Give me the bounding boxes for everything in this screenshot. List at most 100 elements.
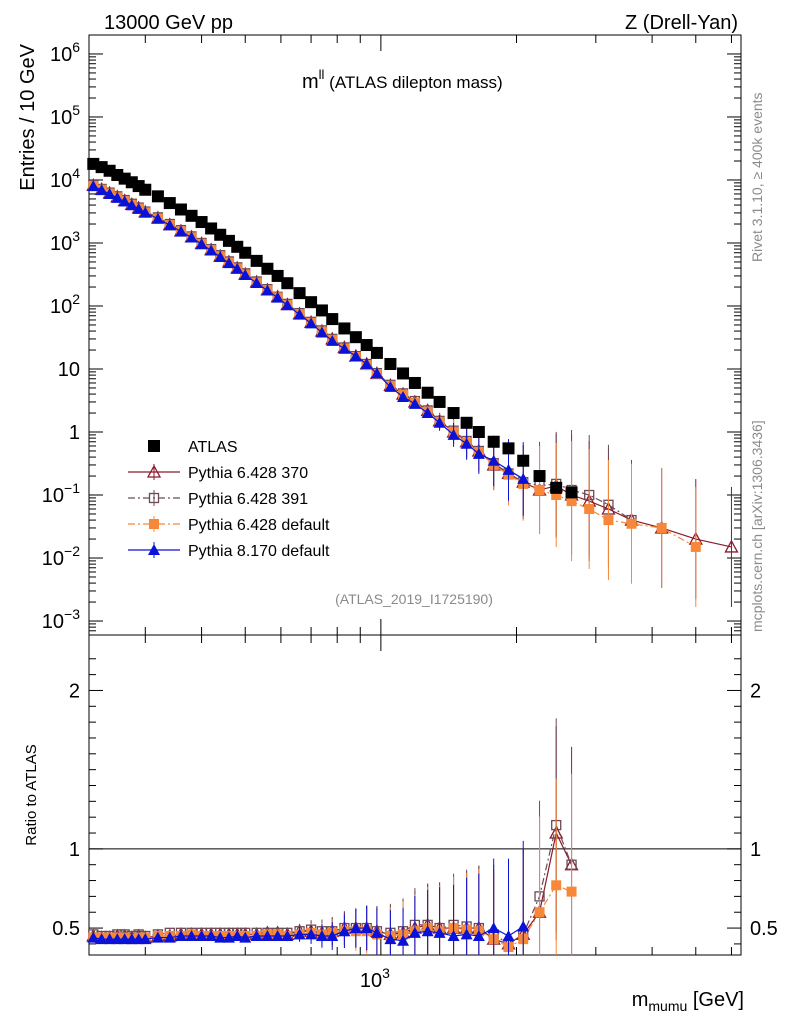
main-point [338,322,351,335]
ratio-point [281,929,294,941]
main-point [502,463,515,475]
main-point [315,304,328,317]
main-point [565,486,578,499]
main-series-4 [87,180,530,516]
ratio-point [551,880,562,891]
ratio-point [315,929,328,941]
ratio-point [103,933,116,945]
main-point [205,244,218,256]
main-point [239,269,252,281]
main-point [139,183,152,196]
main-series-line [93,184,632,521]
legend: ATLAS Pythia 6.428 370 Pythia 6.428 391 Pyt… [128,439,330,560]
main-series-1 [86,178,739,607]
ratio-point [95,933,108,945]
analysis-id: (ATLAS_2019_I1725190) [335,591,493,607]
ratio-point [195,929,208,941]
main-point [305,296,318,309]
ratio-point [502,929,515,941]
legend-marker [149,519,159,529]
ratio-point [566,886,577,897]
ratio-point [338,925,351,937]
main-point [487,435,500,448]
ratio-y-tick-label-right: 2 [750,680,761,702]
main-point [250,254,263,267]
main-point [174,225,187,237]
main-point [550,481,563,494]
main-point [185,231,198,243]
main-y-tick-label: 102 [50,291,80,318]
main-point [360,358,373,370]
ratio-point [151,931,164,943]
ratio-y-tick-label: 2 [69,680,80,702]
main-y-tick-label: 104 [50,165,80,192]
x-tick-label: 103 [360,965,390,992]
ratio-point [185,929,198,941]
ratio-point [87,931,100,943]
main-point [87,180,100,192]
ratio-point [261,929,274,941]
legend-label: Pythia 6.428 391 [188,491,308,508]
ratio-point [421,925,434,937]
main-point [338,342,351,354]
main-point [118,195,131,207]
ratio-point [174,929,187,941]
x-axis-label-main: m [632,989,649,1011]
mcplots-label: mcplots.cern.ch [arXiv:1306.3436] [749,420,765,632]
main-point [326,334,339,346]
main-point [214,250,227,262]
main-point [151,212,164,224]
main-point [305,317,318,329]
ratio-point [517,920,530,932]
main-point [185,209,198,222]
ratio-point [139,933,152,945]
main-point [261,262,274,275]
ratio-point [293,928,306,940]
ratio-point [534,907,545,918]
ratio-point [460,928,473,940]
legend-item: Pythia 6.428 391 [128,490,308,508]
main-series-2 [88,179,637,581]
main-point [349,350,362,362]
main-y-tick-label: 106 [50,39,80,66]
ratio-y-tick-label: 0.5 [52,918,80,940]
main-y-tick-label: 105 [50,102,80,129]
main-point [447,407,460,420]
main-point [293,287,306,300]
x-axis-label-sub: mumu [648,998,687,1014]
main-point [271,269,284,282]
ratio-point [349,922,362,934]
main-point [384,380,397,392]
ratio-point [305,928,318,940]
main-series-3 [88,181,701,607]
main-point [205,222,218,235]
main-point [460,416,473,429]
ratio-point [433,926,446,938]
legend-marker [148,544,160,555]
main-point [566,496,577,507]
main-point [281,277,294,290]
legend-item: ATLAS [148,439,238,456]
legend-item: Pythia 6.428 default [128,516,330,534]
x-axis-label: mmumu [GeV] [632,989,744,1014]
main-point [293,308,306,320]
main-point [326,313,339,326]
ratio-point [360,922,373,934]
ratio-y-tick-label-right: 0.5 [750,918,778,940]
legend-marker [148,440,160,452]
main-point [408,397,421,409]
main-point [271,291,284,303]
main-point [95,184,108,196]
legend-item: Pythia 8.170 default [128,542,330,560]
plot-title: mll (ATLAS dilepton mass) [302,67,503,93]
main-point [250,276,263,288]
main-series-0 [87,157,578,499]
header-left: 13000 GeV pp [104,12,233,34]
ratio-point [205,929,218,941]
ratio-point [487,922,500,934]
ratio-point [239,931,252,943]
main-point [360,339,373,352]
plot-title-sup: ll [319,67,325,82]
